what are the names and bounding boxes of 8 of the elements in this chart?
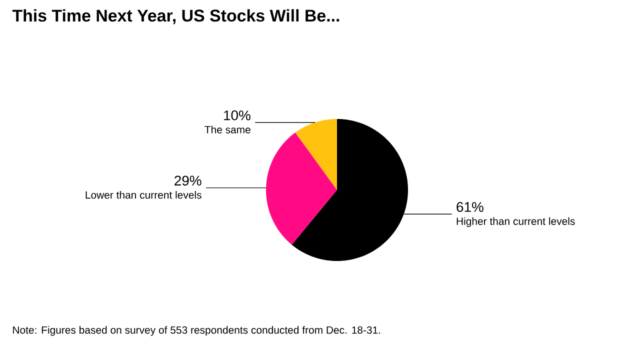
data-label: 29% — [174, 176, 202, 186]
text: Note: Figures based on survey of 553 respondents conducted from Dec. 18-31. — [13, 326, 380, 336]
slice-label: Lower than current levels — [86, 190, 202, 199]
data-label: 10% — [224, 110, 250, 120]
data-label: 61% — [456, 202, 484, 212]
slice-label: Higher than current levels — [456, 217, 575, 228]
slice-label: The same — [204, 126, 250, 134]
chart-title: This Time Next Year, US Stocks Will Be... — [12, 9, 340, 24]
